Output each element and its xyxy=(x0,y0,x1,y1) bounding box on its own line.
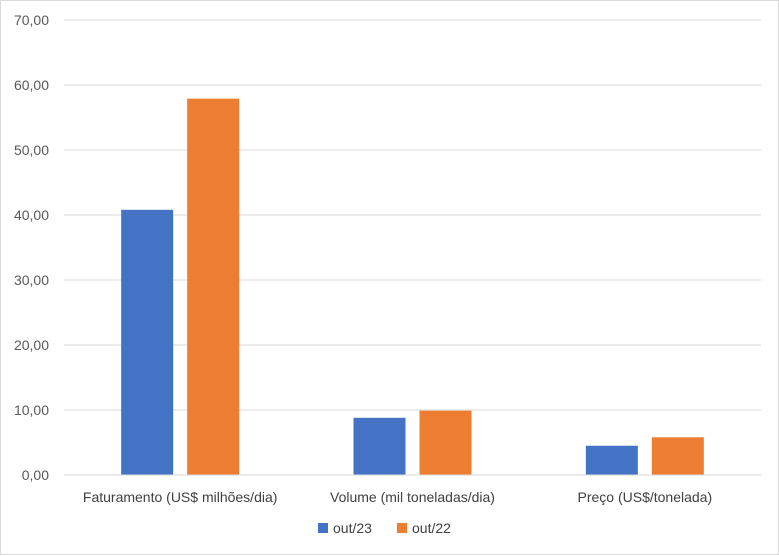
y-tick-label: 10,00 xyxy=(14,402,49,418)
x-category-label: Preço (US$/tonelada) xyxy=(578,489,713,505)
x-category-label: Volume (mil toneladas/dia) xyxy=(330,489,495,505)
bar-out-23-1 xyxy=(353,417,406,475)
y-tick-label: 70,00 xyxy=(14,12,49,28)
y-tick-label: 20,00 xyxy=(14,337,49,353)
bars xyxy=(121,98,704,476)
legend-swatch-out-23 xyxy=(318,523,328,533)
legend-swatch-out-22 xyxy=(397,523,407,533)
x-axis: Faturamento (US$ milhões/dia) Volume (mil… xyxy=(64,474,761,505)
gridlines xyxy=(64,19,761,476)
bar-out-22-0 xyxy=(187,98,240,476)
legend: out/23 out/22 xyxy=(318,520,451,536)
y-tick-label: 30,00 xyxy=(14,272,49,288)
y-tick-label: 0,00 xyxy=(22,467,49,483)
y-tick-label: 60,00 xyxy=(14,77,49,93)
bar-out-23-0 xyxy=(121,209,174,476)
bar-out-22-2 xyxy=(651,437,704,475)
x-category-label: Faturamento (US$ milhões/dia) xyxy=(83,489,278,505)
bar-out-23-2 xyxy=(585,445,638,475)
y-axis: 0,00 10,00 20,00 30,00 40,00 50,00 60,00 70,00 xyxy=(14,12,49,483)
legend-label: out/23 xyxy=(333,520,372,536)
y-tick-label: 40,00 xyxy=(14,207,49,223)
bar-out-22-1 xyxy=(419,410,472,475)
y-tick-label: 50,00 xyxy=(14,142,49,158)
legend-label: out/22 xyxy=(412,520,451,536)
